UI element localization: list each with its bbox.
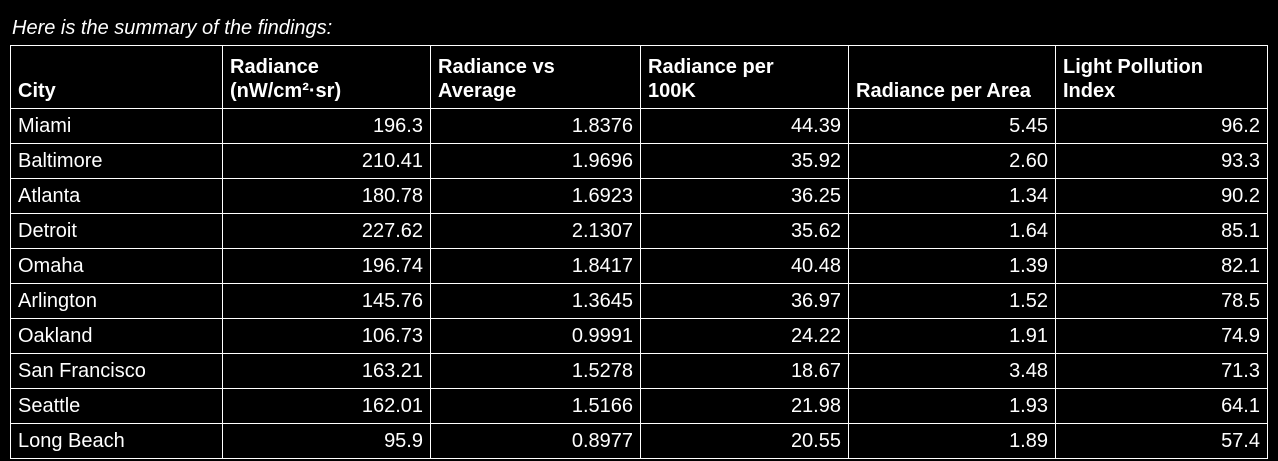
cell-radiance: 227.62 <box>222 213 431 249</box>
table-row: Seattle 162.01 1.5166 21.98 1.93 64.1 <box>10 388 1268 424</box>
cell-light-pollution-index: 93.3 <box>1055 143 1268 179</box>
cell-radiance: 162.01 <box>222 388 431 424</box>
cell-city: Long Beach <box>10 423 223 459</box>
cell-city: San Francisco <box>10 353 223 389</box>
cell-radiance-per-100k: 18.67 <box>640 353 849 389</box>
cell-radiance: 210.41 <box>222 143 431 179</box>
column-header-light-pollution-index: Light Pollution Index <box>1055 45 1268 109</box>
cell-radiance: 106.73 <box>222 318 431 354</box>
cell-radiance-per-100k: 35.62 <box>640 213 849 249</box>
cell-radiance-per-100k: 44.39 <box>640 108 849 144</box>
table-row: Miami 196.3 1.8376 44.39 5.45 96.2 <box>10 108 1268 144</box>
cell-radiance: 95.9 <box>222 423 431 459</box>
cell-radiance-vs-average: 0.9991 <box>430 318 641 354</box>
cell-light-pollution-index: 90.2 <box>1055 178 1268 214</box>
cell-radiance-per-area: 1.34 <box>848 178 1056 214</box>
table-row: Arlington 145.76 1.3645 36.97 1.52 78.5 <box>10 283 1268 319</box>
table-row: Baltimore 210.41 1.9696 35.92 2.60 93.3 <box>10 143 1268 179</box>
table-row: Omaha 196.74 1.8417 40.48 1.39 82.1 <box>10 248 1268 284</box>
table-row: San Francisco 163.21 1.5278 18.67 3.48 71.3 <box>10 353 1268 389</box>
findings-table: City Radiance (nW/cm²·sr) Radiance vs Aver… <box>10 45 1268 459</box>
cell-city: Miami <box>10 108 223 144</box>
table-row: Oakland 106.73 0.9991 24.22 1.91 74.9 <box>10 318 1268 354</box>
cell-radiance-vs-average: 1.5166 <box>430 388 641 424</box>
cell-radiance-per-100k: 24.22 <box>640 318 849 354</box>
cell-radiance-vs-average: 1.5278 <box>430 353 641 389</box>
cell-radiance-per-100k: 21.98 <box>640 388 849 424</box>
cell-city: Arlington <box>10 283 223 319</box>
cell-radiance-per-area: 1.93 <box>848 388 1056 424</box>
cell-city: Detroit <box>10 213 223 249</box>
cell-radiance-vs-average: 1.8376 <box>430 108 641 144</box>
column-header-radiance: Radiance (nW/cm²·sr) <box>222 45 431 109</box>
cell-radiance-vs-average: 1.9696 <box>430 143 641 179</box>
cell-light-pollution-index: 82.1 <box>1055 248 1268 284</box>
cell-light-pollution-index: 85.1 <box>1055 213 1268 249</box>
column-header-radiance-vs-average: Radiance vs Average <box>430 45 641 109</box>
cell-light-pollution-index: 78.5 <box>1055 283 1268 319</box>
summary-text: Here is the summary of the findings: <box>12 17 333 39</box>
table-header: City Radiance (nW/cm²·sr) Radiance vs Aver… <box>10 45 1268 109</box>
cell-city: Oakland <box>10 318 223 354</box>
cell-radiance-per-100k: 20.55 <box>640 423 849 459</box>
cell-city: Omaha <box>10 248 223 284</box>
table-body: Miami 196.3 1.8376 44.39 5.45 96.2 Baltimore 21… <box>10 108 1268 459</box>
cell-radiance-per-area: 1.91 <box>848 318 1056 354</box>
cell-radiance-vs-average: 1.8417 <box>430 248 641 284</box>
cell-radiance-per-area: 1.52 <box>848 283 1056 319</box>
cell-radiance-per-100k: 35.92 <box>640 143 849 179</box>
cell-light-pollution-index: 71.3 <box>1055 353 1268 389</box>
cell-light-pollution-index: 74.9 <box>1055 318 1268 354</box>
cell-light-pollution-index: 96.2 <box>1055 108 1268 144</box>
cell-radiance: 163.21 <box>222 353 431 389</box>
cell-radiance: 180.78 <box>222 178 431 214</box>
cell-radiance-vs-average: 2.1307 <box>430 213 641 249</box>
cell-city: Seattle <box>10 388 223 424</box>
cell-radiance: 196.74 <box>222 248 431 284</box>
cell-radiance-vs-average: 1.3645 <box>430 283 641 319</box>
cell-radiance-per-area: 1.89 <box>848 423 1056 459</box>
column-header-radiance-per-100k: Radiance per 100K <box>640 45 849 109</box>
table-row: Detroit 227.62 2.1307 35.62 1.64 85.1 <box>10 213 1268 249</box>
cell-radiance-per-area: 2.60 <box>848 143 1056 179</box>
cell-radiance-per-100k: 36.25 <box>640 178 849 214</box>
cell-light-pollution-index: 64.1 <box>1055 388 1268 424</box>
cell-radiance-per-100k: 36.97 <box>640 283 849 319</box>
cell-radiance: 196.3 <box>222 108 431 144</box>
column-header-city: City <box>10 45 223 109</box>
cell-radiance: 145.76 <box>222 283 431 319</box>
cell-city: Atlanta <box>10 178 223 214</box>
cell-radiance-per-area: 1.64 <box>848 213 1056 249</box>
table-row: Atlanta 180.78 1.6923 36.25 1.34 90.2 <box>10 178 1268 214</box>
header-row: City Radiance (nW/cm²·sr) Radiance vs Aver… <box>10 45 1268 109</box>
cell-radiance-per-area: 3.48 <box>848 353 1056 389</box>
cell-radiance-vs-average: 1.6923 <box>430 178 641 214</box>
table-row: Long Beach 95.9 0.8977 20.55 1.89 57.4 <box>10 423 1268 459</box>
column-header-radiance-per-area: Radiance per Area <box>848 45 1056 109</box>
cell-radiance-per-area: 1.39 <box>848 248 1056 284</box>
cell-light-pollution-index: 57.4 <box>1055 423 1268 459</box>
cell-radiance-per-100k: 40.48 <box>640 248 849 284</box>
cell-city: Baltimore <box>10 143 223 179</box>
cell-radiance-per-area: 5.45 <box>848 108 1056 144</box>
cell-radiance-vs-average: 0.8977 <box>430 423 641 459</box>
